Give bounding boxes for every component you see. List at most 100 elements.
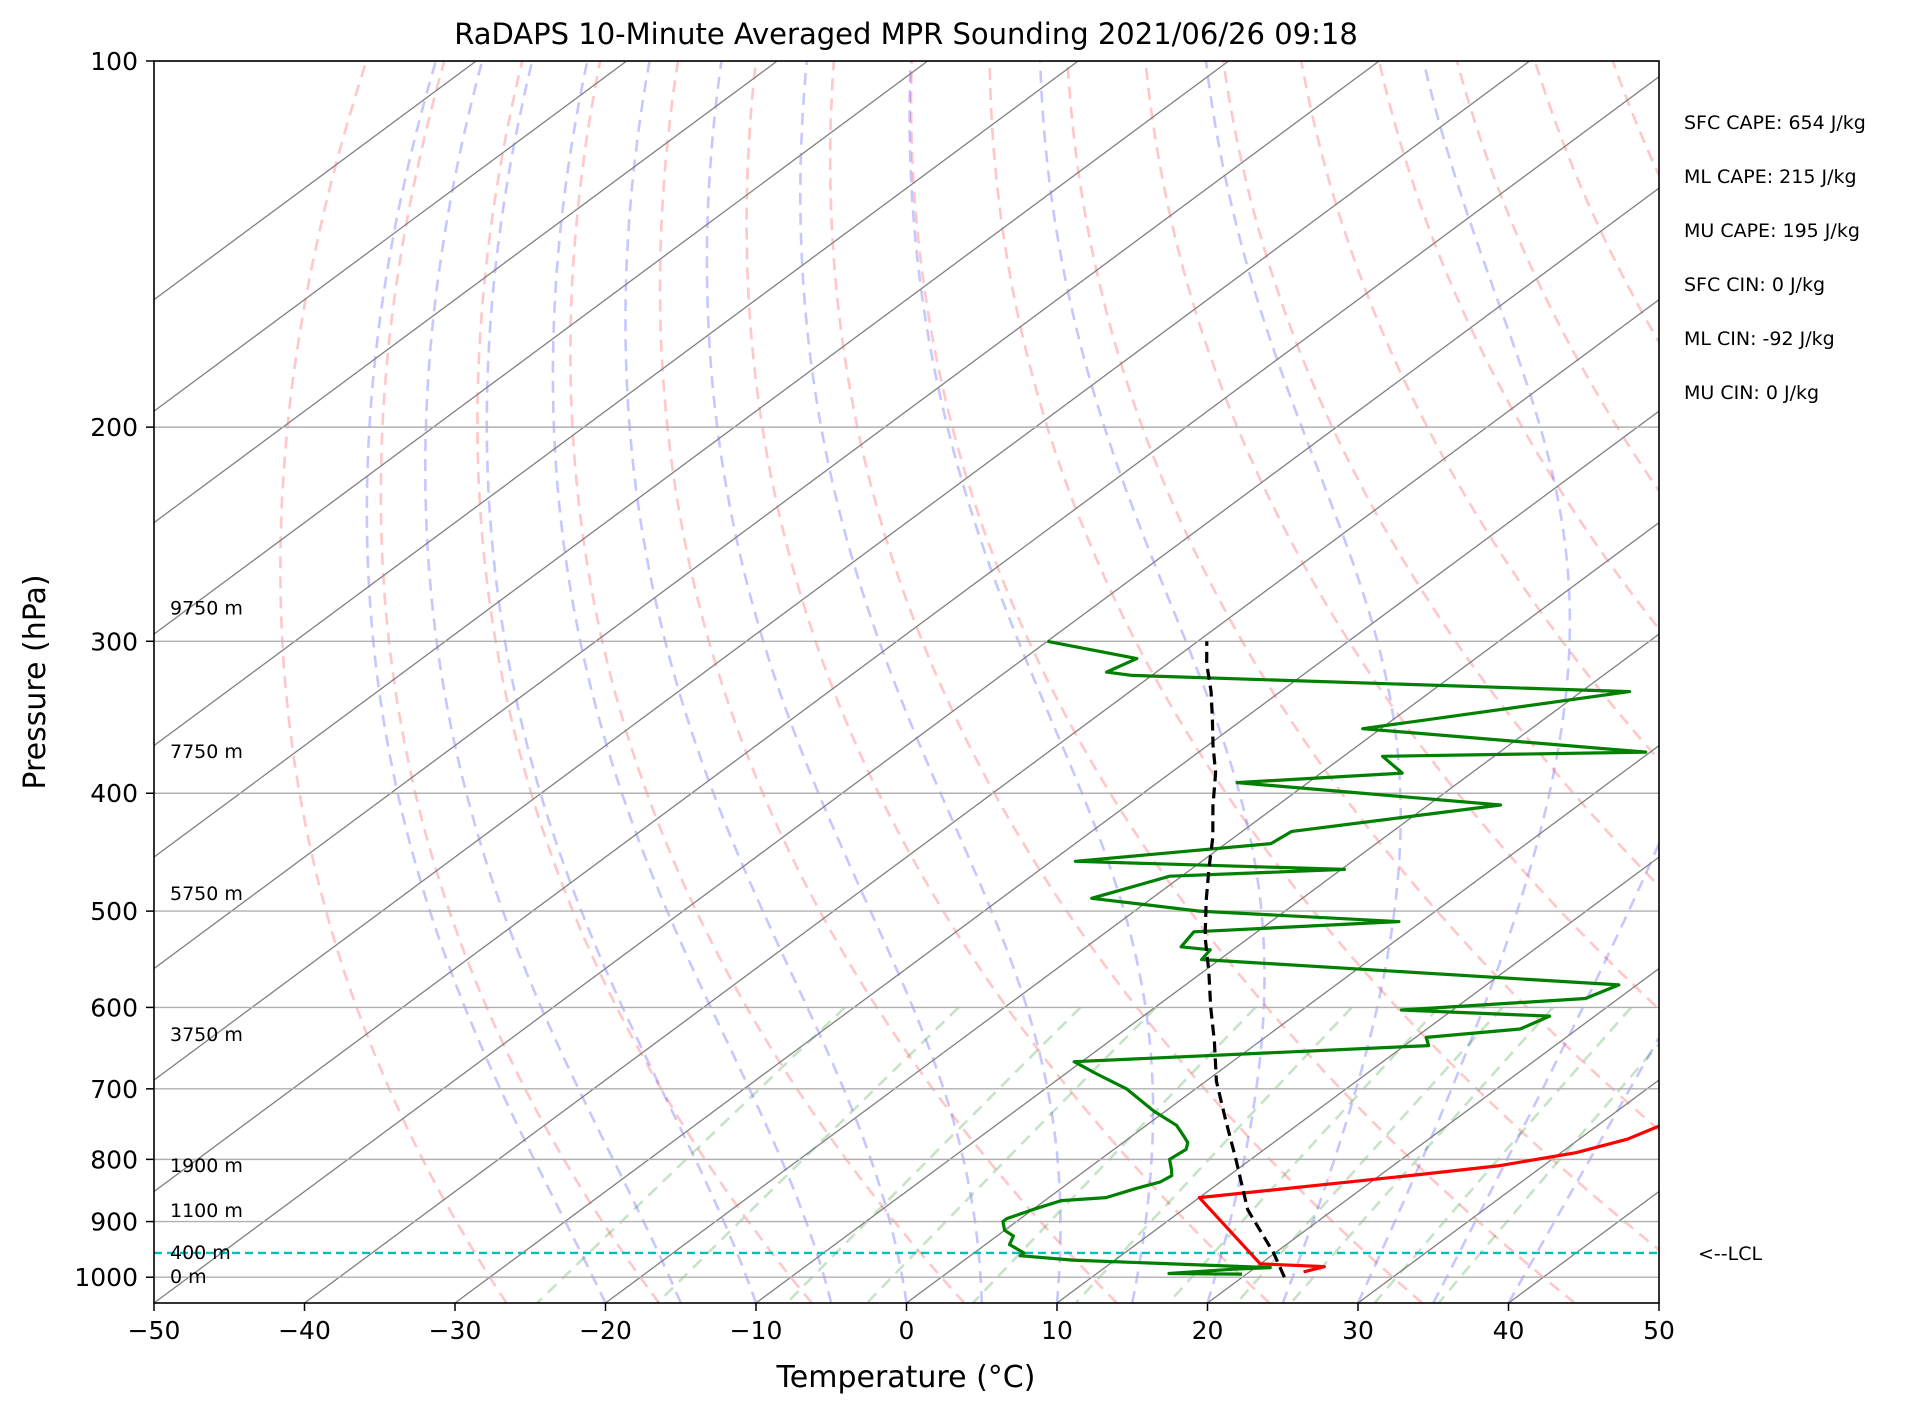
- x-tick-label: 40: [1493, 1316, 1525, 1345]
- height-label: 0 m: [170, 1266, 207, 1288]
- isotherm: [154, 61, 929, 635]
- x-tick-label: 20: [1192, 1316, 1224, 1345]
- dry-adiabat: [279, 61, 508, 1303]
- height-label: 3750 m: [170, 1024, 243, 1046]
- isotherm: [605, 521, 1659, 1303]
- isotherm: [1357, 1079, 1659, 1303]
- moist-adiabat: [424, 61, 682, 1303]
- x-tick-label: −30: [429, 1316, 482, 1345]
- isotherm: [154, 61, 778, 524]
- height-label: 400 m: [170, 1242, 231, 1264]
- y-tick-label: 700: [90, 1075, 138, 1104]
- mixing-ratio-line: [1437, 1042, 1659, 1303]
- x-tick-label: 10: [1041, 1316, 1073, 1345]
- isotherm: [304, 298, 1659, 1303]
- mixing-ratio-line: [1167, 1006, 1440, 1303]
- stability-stat: ML CAPE: 215 J/kg: [1684, 166, 1857, 188]
- chart-title: RaDAPS 10-Minute Averaged MPR Sounding 2…: [454, 17, 1358, 51]
- isotherm: [1207, 967, 1659, 1303]
- x-tick-label: 0: [899, 1316, 915, 1345]
- isotherm: [154, 187, 1659, 1303]
- mixing-ratio-line: [536, 1006, 846, 1303]
- moist-adiabat: [908, 61, 1155, 1303]
- x-tick-label: −50: [128, 1316, 181, 1345]
- isotherm: [1056, 856, 1659, 1303]
- height-label: 1900 m: [170, 1155, 243, 1177]
- isotherm: [154, 75, 1659, 1193]
- moist-adiabat: [365, 61, 607, 1303]
- y-tick-label: 600: [90, 993, 138, 1022]
- mixing-ratio-lines: [536, 1006, 1659, 1303]
- dry-adiabat: [1691, 61, 1911, 1303]
- moist-adiabat: [624, 61, 908, 1303]
- height-label: 7750 m: [170, 741, 243, 763]
- dry-adiabat: [1611, 61, 1659, 179]
- y-tick-label: 300: [90, 627, 138, 656]
- stability-stat: SFC CAPE: 654 J/kg: [1684, 112, 1866, 134]
- x-tick-label: 30: [1342, 1316, 1374, 1345]
- mixing-ratio-line: [1289, 1006, 1554, 1303]
- dry-adiabat: [379, 61, 661, 1303]
- mixing-ratio-line: [1074, 1006, 1353, 1303]
- x-axis-ticks: −50 −40 −30 −20 −10 0 10 20 30 40 50: [128, 1303, 1675, 1345]
- isotherm: [154, 61, 628, 412]
- dry-adiabat: [1769, 61, 1911, 1303]
- moist-adiabat: [1507, 1035, 1659, 1303]
- mixing-ratio-line: [1235, 1006, 1504, 1303]
- dry-adiabat: [909, 61, 1576, 1303]
- dry-adiabat: [1455, 61, 1659, 494]
- moist-adiabat: [1356, 61, 1572, 1303]
- moist-adiabat: [1204, 61, 1402, 1303]
- isotherm: [755, 633, 1659, 1303]
- dewpoint-line: [1001, 639, 1648, 1276]
- isotherm: [1810, 61, 1911, 1303]
- isotherm: [1658, 1302, 1659, 1303]
- isotherm: [154, 61, 1079, 747]
- moist-adiabat: [485, 61, 758, 1303]
- isotherms: [154, 61, 1911, 1303]
- y-tick-label: 800: [90, 1145, 138, 1174]
- moist-adiabat: [551, 61, 833, 1303]
- isotherm: [154, 61, 1230, 858]
- dry-adiabat: [1222, 61, 1659, 888]
- sounding-series: [1001, 639, 1659, 1278]
- dry-adiabat: [569, 61, 966, 1303]
- isotherm: [1508, 1190, 1659, 1303]
- isotherm: [154, 61, 1380, 970]
- pressure-gridlines: [154, 61, 1659, 1278]
- plot-frame: [153, 60, 1660, 1304]
- dry-adiabat: [745, 61, 1271, 1303]
- dry-adiabat: [1066, 61, 1659, 1132]
- moist-adiabat: [705, 61, 984, 1303]
- temperature-line: [1197, 1124, 1659, 1274]
- isotherm: [154, 61, 477, 301]
- stability-stat: MU CAPE: 195 J/kg: [1684, 220, 1860, 242]
- parcel-line: [1203, 641, 1286, 1278]
- y-tick-label: 200: [90, 413, 138, 442]
- dry-adiabat: [988, 61, 1659, 1252]
- x-axis-label: Temperature (°C): [776, 1360, 1036, 1395]
- dry-adiabat: [828, 61, 1423, 1303]
- y-axis-label: Pressure (hPa): [18, 574, 53, 789]
- y-axis-ticks: 100 200 300 400 500 600 700 800 900 1000: [74, 47, 154, 1292]
- y-tick-label: 100: [90, 47, 138, 76]
- height-label: 1100 m: [170, 1200, 243, 1222]
- isotherm: [154, 61, 1531, 1081]
- x-tick-label: −20: [579, 1316, 632, 1345]
- stability-stat: ML CIN: -92 J/kg: [1684, 328, 1835, 350]
- dry-adiabat: [1847, 61, 1911, 1303]
- moist-adiabats: [365, 61, 1659, 1303]
- y-tick-label: 400: [90, 779, 138, 808]
- moist-adiabat: [799, 61, 1062, 1303]
- stability-stat: SFC CIN: 0 J/kg: [1684, 274, 1825, 296]
- isotherm: [906, 744, 1659, 1303]
- stability-stat: MU CIN: 0 J/kg: [1684, 382, 1819, 404]
- x-tick-label: −40: [278, 1316, 331, 1345]
- dry-adiabat: [1299, 61, 1659, 762]
- dry-adiabat: [1533, 61, 1659, 345]
- dry-adiabat: [476, 61, 813, 1303]
- x-tick-label: −10: [730, 1316, 783, 1345]
- stability-annotations: SFC CAPE: 654 J/kg ML CAPE: 215 J/kg MU CA…: [1684, 112, 1866, 404]
- x-tick-label: 50: [1643, 1316, 1675, 1345]
